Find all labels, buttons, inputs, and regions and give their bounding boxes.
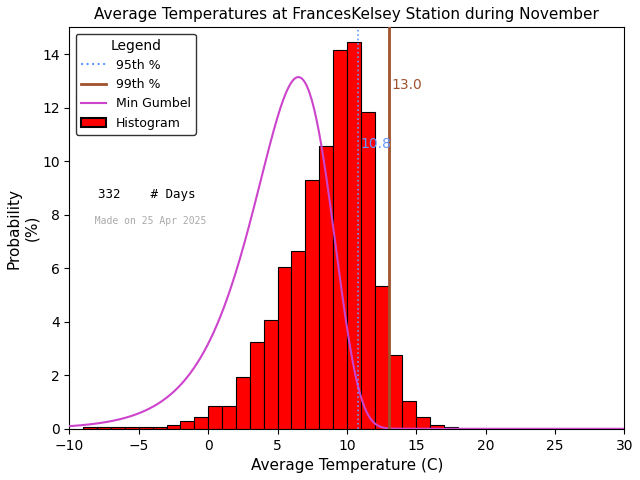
- Bar: [236, 377, 250, 429]
- Bar: [166, 425, 180, 429]
- Bar: [195, 417, 208, 429]
- Bar: [180, 421, 195, 429]
- Text: Made on 25 Apr 2025: Made on 25 Apr 2025: [83, 216, 207, 226]
- Bar: [97, 427, 111, 429]
- Bar: [153, 427, 166, 429]
- Bar: [222, 406, 236, 429]
- Bar: [125, 427, 139, 429]
- Bar: [430, 425, 444, 429]
- Bar: [305, 180, 319, 429]
- Bar: [111, 427, 125, 429]
- Bar: [333, 50, 347, 429]
- Text: 332    # Days: 332 # Days: [83, 188, 196, 201]
- Bar: [319, 146, 333, 429]
- Bar: [291, 251, 305, 429]
- Bar: [374, 286, 388, 429]
- Bar: [83, 427, 97, 429]
- Bar: [208, 406, 222, 429]
- Bar: [416, 417, 430, 429]
- Bar: [250, 342, 264, 429]
- Bar: [264, 320, 278, 429]
- Bar: [403, 401, 416, 429]
- Bar: [139, 427, 153, 429]
- Y-axis label: Probability
(%): Probability (%): [7, 188, 39, 268]
- Bar: [361, 111, 374, 429]
- Bar: [347, 42, 361, 429]
- Bar: [444, 427, 458, 429]
- X-axis label: Average Temperature (C): Average Temperature (C): [251, 458, 443, 473]
- Text: 10.8: 10.8: [361, 137, 392, 151]
- Legend: 95th %, 99th %, Min Gumbel, Histogram: 95th %, 99th %, Min Gumbel, Histogram: [76, 34, 196, 134]
- Bar: [388, 355, 403, 429]
- Text: 13.0: 13.0: [391, 78, 422, 92]
- Bar: [278, 267, 291, 429]
- Title: Average Temperatures at FrancesKelsey Station during November: Average Temperatures at FrancesKelsey St…: [95, 7, 599, 22]
